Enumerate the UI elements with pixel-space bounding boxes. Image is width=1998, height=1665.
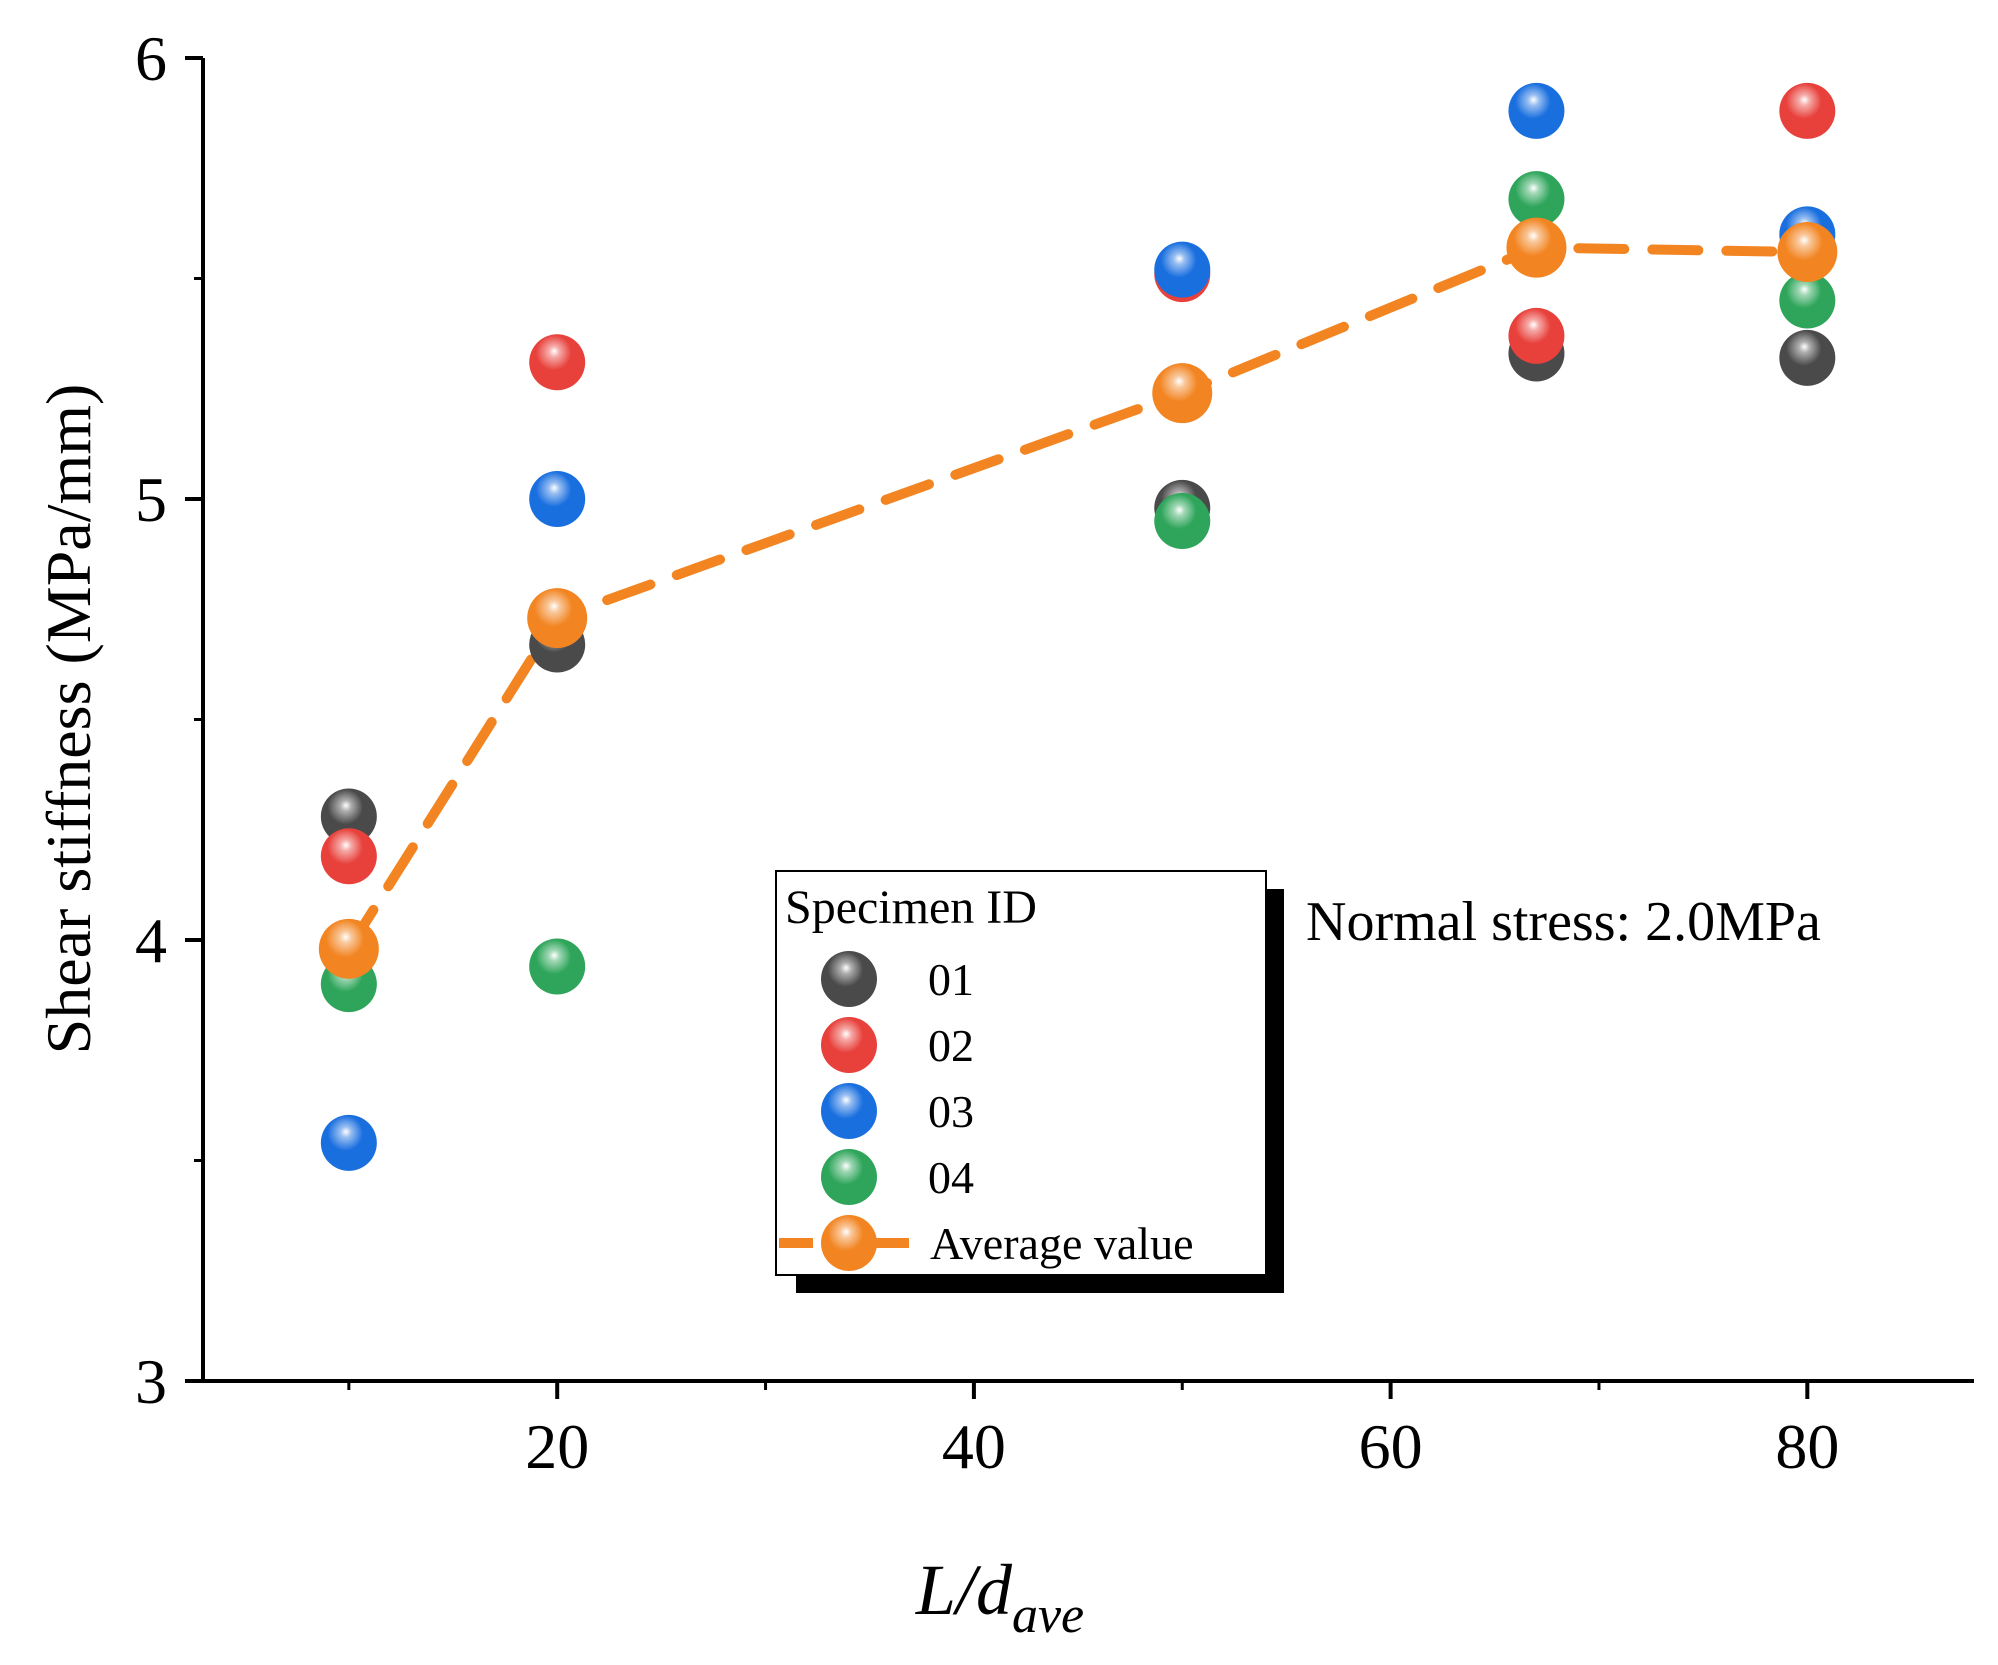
point-series-04 xyxy=(1508,171,1565,228)
legend-marker-average xyxy=(821,1215,877,1271)
legend: Specimen ID 01 02 03 04 Average value xyxy=(775,870,1284,1293)
point-average xyxy=(318,918,379,979)
x-tick-label: 20 xyxy=(525,1411,589,1482)
legend-label: Average value xyxy=(930,1218,1194,1269)
y-ticks: 3 4 5 6 xyxy=(135,23,203,1417)
y-tick-label: 6 xyxy=(135,23,167,94)
point-average xyxy=(1506,217,1567,278)
point-series-04 xyxy=(529,938,586,995)
point-average xyxy=(1152,363,1213,424)
legend-marker-03 xyxy=(821,1083,877,1139)
point-series-02 xyxy=(1508,307,1565,364)
point-series-01 xyxy=(320,788,377,845)
point-series-02 xyxy=(529,334,586,391)
annotation-normal-stress: Normal stress: 2.0MPa xyxy=(1306,891,1821,953)
y-tick-label: 3 xyxy=(135,1346,167,1417)
legend-title: Specimen ID xyxy=(785,881,1037,934)
point-series-04 xyxy=(1779,272,1836,329)
point-average xyxy=(527,588,588,649)
y-tick-label: 4 xyxy=(135,905,167,976)
y-axis-label: Shear stiffness (MPa/mm) xyxy=(33,384,104,1055)
x-ticks: 20 40 60 80 xyxy=(347,1381,1839,1482)
point-series-04 xyxy=(1154,493,1211,550)
legend-label: 01 xyxy=(928,954,974,1005)
point-series-02 xyxy=(1779,82,1836,139)
legend-label: 03 xyxy=(928,1086,974,1137)
x-tick-label: 80 xyxy=(1775,1411,1839,1482)
x-tick-label: 60 xyxy=(1359,1411,1423,1482)
legend-label: 04 xyxy=(928,1152,974,1203)
point-series-03 xyxy=(1154,241,1211,298)
x-tick-label: 40 xyxy=(942,1411,1006,1482)
legend-box xyxy=(775,870,1267,1276)
point-series-03 xyxy=(529,471,586,527)
legend-marker-04 xyxy=(821,1149,877,1205)
point-average xyxy=(1777,222,1838,283)
point-series-01 xyxy=(1779,329,1836,386)
point-series-03 xyxy=(320,1114,377,1171)
y-tick-label: 5 xyxy=(135,464,167,535)
legend-label: 02 xyxy=(928,1020,974,1071)
point-series-03 xyxy=(1508,82,1565,139)
legend-marker-02 xyxy=(821,1017,877,1073)
legend-marker-01 xyxy=(821,951,877,1007)
point-series-02 xyxy=(320,828,377,885)
legend-items: 01 02 03 04 Average value xyxy=(779,951,1194,1271)
x-axis-label: L/dave xyxy=(915,1550,1084,1644)
points-layer xyxy=(318,82,1838,1171)
